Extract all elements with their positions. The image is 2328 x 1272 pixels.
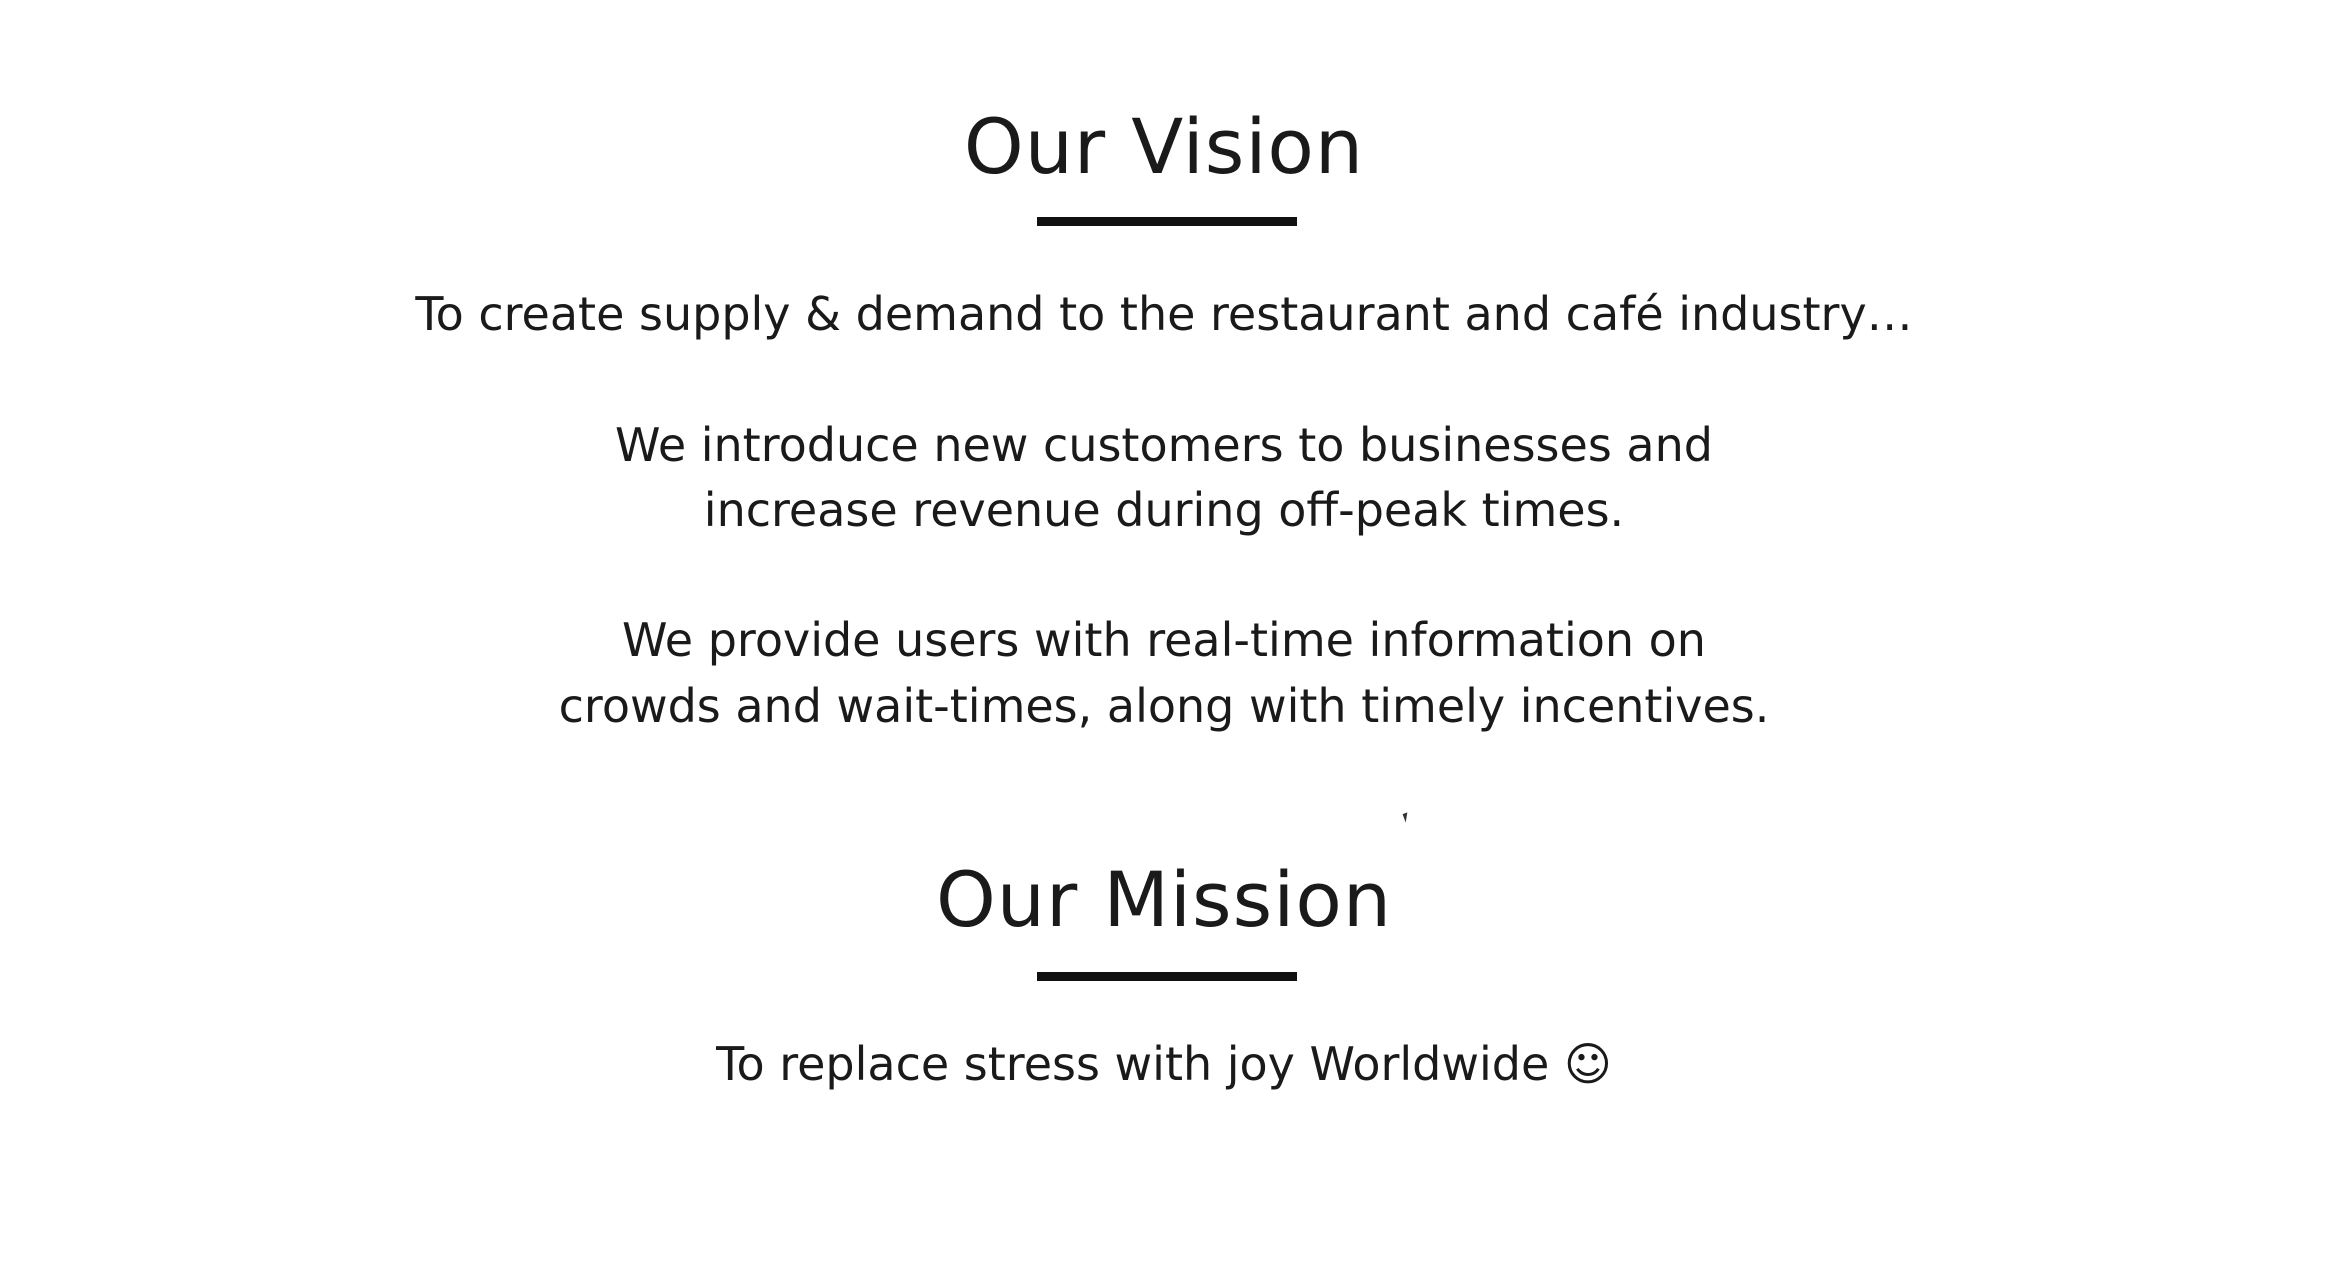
- vision-statement-2-line-1: We introduce new customers to businesses…: [615, 418, 1713, 472]
- mission-underline: [1037, 972, 1297, 981]
- vision-underline: [1037, 217, 1297, 226]
- vision-title: Our Vision: [963, 102, 1365, 191]
- mission-title: Our Mission: [935, 855, 1393, 944]
- vision-statement-3-line-2: crowds and wait-times, along with timely…: [558, 679, 1770, 733]
- vision-statement-2-line-2: increase revenue during off-peak times.: [703, 483, 1625, 537]
- mission-statement: To replace stress with joy Worldwide ☺: [716, 1037, 1612, 1091]
- vision-statement-1: To create supply & demand to the restaur…: [415, 287, 1913, 341]
- mouse-pointer-icon: [1402, 812, 1411, 823]
- vision-statement-3-line-1: We provide users with real-time informat…: [622, 613, 1706, 667]
